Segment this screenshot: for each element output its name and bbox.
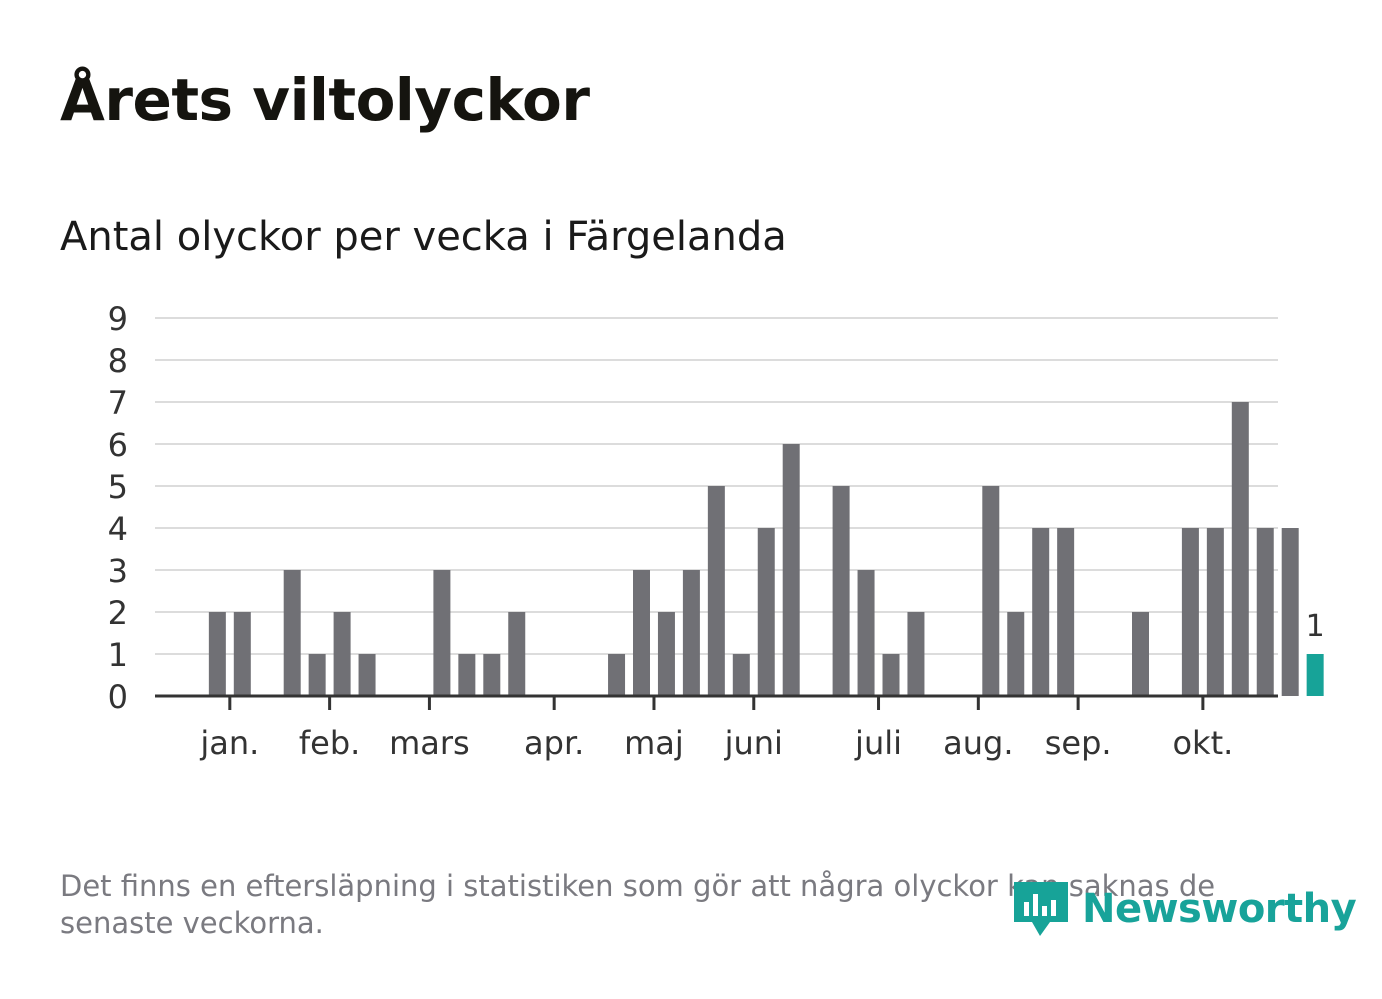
bar [657,612,675,696]
x-tick-label: juli [854,724,902,762]
bar [757,528,775,696]
x-tick-label: feb. [299,724,360,762]
bar [1281,528,1299,696]
bar [233,612,251,696]
x-tick-label: jan. [199,724,259,762]
bar [682,570,700,696]
y-tick-label: 9 [108,300,128,338]
x-tick-label: aug. [943,724,1013,762]
bar [982,486,1000,696]
y-tick-label: 7 [108,384,128,422]
bar [633,570,650,696]
bar [283,570,301,696]
y-tick-label: 3 [108,552,128,590]
bar [1057,528,1075,696]
bar [433,570,451,696]
bar [832,486,850,696]
x-tick-label: sep. [1045,724,1112,762]
bar [782,444,800,696]
bar [1132,612,1149,696]
x-tick-label: maj [624,724,684,762]
bar [1032,528,1050,696]
bar [707,486,725,696]
x-tick-label: mars [389,724,470,762]
bar [1256,528,1274,696]
brand-logo[interactable]: Newsworthy [1010,876,1357,942]
bar [1181,528,1199,696]
bar [857,570,875,696]
bar [358,654,376,696]
bar-current-week [1306,654,1324,696]
bar [1007,612,1025,696]
bar [732,654,750,696]
bar-chart: 0 1 2 3 4 5 6 7 8 9 1 jan. feb. mars apr. maj juni juli au… [108,300,1325,762]
x-tick-label: okt. [1172,724,1233,762]
x-tick-label: juni [724,724,783,762]
y-tick-label: 4 [108,510,128,548]
x-tick-label: apr. [524,724,584,762]
y-tick-label: 6 [108,426,128,464]
brand-name: Newsworthy [1082,886,1357,932]
chart-title: Årets viltolyckor [60,66,590,134]
current-week-value-label: 1 [1306,609,1325,644]
bar [483,654,501,696]
chart-subtitle: Antal olyckor per vecka i Färgelanda [60,214,787,260]
bar [907,612,925,696]
bar [333,612,351,696]
y-tick-label: 5 [108,468,128,506]
bar [508,612,526,696]
y-tick-label: 1 [108,636,128,674]
bar [1231,402,1249,696]
newsworthy-logo-icon [1014,882,1068,936]
bar [458,654,476,696]
y-tick-label: 8 [108,342,128,380]
bar [608,654,626,696]
bar [208,612,226,696]
bar [1206,528,1224,696]
bar [882,654,900,696]
y-tick-label: 2 [108,594,128,632]
y-tick-label: 0 [108,678,128,716]
bar [308,654,326,696]
